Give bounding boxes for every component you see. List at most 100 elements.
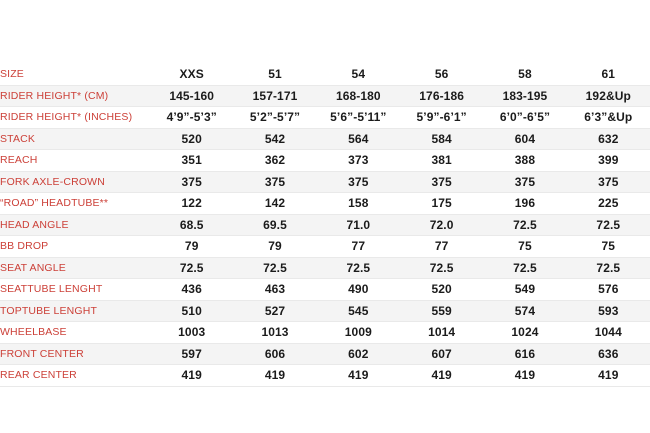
row-value: 72.5 (316, 256, 400, 279)
row-value: 72.5 (483, 213, 567, 236)
row-value: 72.0 (399, 213, 484, 236)
row-value: 632 (566, 127, 650, 150)
row-label: RIDER HEIGHT* (INCHES) (0, 106, 151, 129)
row-value: 463 (233, 278, 317, 301)
geometry-table-container: SIZE XXS 51 54 56 58 61 RIDER HEIGHT* (CM) 145-1… (0, 64, 650, 387)
row-label: REACH (0, 149, 151, 172)
row-value: 564 (316, 127, 400, 150)
row-value: 77 (399, 235, 484, 258)
row-value: 77 (316, 235, 400, 258)
row-value: 419 (233, 364, 317, 387)
row-label: WHEELBASE (0, 321, 151, 344)
table-row: BB DROP 79 79 77 77 75 75 (0, 235, 650, 258)
row-value: 72.5 (399, 256, 484, 279)
table-row: HEAD ANGLE 68.5 69.5 71.0 72.0 72.5 72.5 (0, 213, 650, 236)
column-header-size-56: 56 (399, 64, 484, 86)
row-value: 520 (150, 127, 234, 150)
row-value: 375 (483, 170, 567, 193)
row-label: BB DROP (0, 235, 151, 258)
table-row: RIDER HEIGHT* (CM) 145-160 157-171 168-180 1… (0, 84, 650, 107)
row-value: 576 (566, 278, 650, 301)
row-value: 597 (150, 342, 234, 365)
table-row: STACK 520 542 564 584 604 632 (0, 127, 650, 150)
row-value: 5’6”-5’11” (316, 106, 400, 129)
row-value: 145-160 (150, 84, 234, 107)
row-value: 375 (316, 170, 400, 193)
row-value: 593 (566, 299, 650, 322)
row-value: 72.5 (566, 256, 650, 279)
row-value: 549 (483, 278, 567, 301)
row-value: 72.5 (150, 256, 234, 279)
row-value: 545 (316, 299, 400, 322)
row-value: 436 (150, 278, 234, 301)
row-value: 399 (566, 149, 650, 172)
row-value: 362 (233, 149, 317, 172)
row-label: FORK AXLE-CROWN (0, 170, 151, 193)
row-value: 72.5 (483, 256, 567, 279)
row-value: 607 (399, 342, 484, 365)
row-label: HEAD ANGLE (0, 213, 151, 236)
row-label: STACK (0, 127, 151, 150)
table-row: WHEELBASE 1003 1013 1009 1014 1024 1044 (0, 321, 650, 344)
table-row: REACH 351 362 373 381 388 399 (0, 149, 650, 172)
row-value: 6’3”&Up (566, 106, 650, 129)
row-value: 75 (483, 235, 567, 258)
row-value: 79 (233, 235, 317, 258)
column-header-size-61: 61 (566, 64, 650, 86)
row-label: SEAT ANGLE (0, 256, 151, 279)
row-value: 6’0”-6’5” (483, 106, 567, 129)
row-value: 510 (150, 299, 234, 322)
row-value: 375 (233, 170, 317, 193)
row-value: 72.5 (233, 256, 317, 279)
row-value: 602 (316, 342, 400, 365)
row-value: 616 (483, 342, 567, 365)
column-header-size-54: 54 (316, 64, 400, 86)
row-value: 122 (150, 192, 234, 215)
row-value: 606 (233, 342, 317, 365)
row-value: 636 (566, 342, 650, 365)
table-row: FRONT CENTER 597 606 602 607 616 636 (0, 342, 650, 365)
row-value: 183-195 (483, 84, 567, 107)
row-value: 5’2”-5’7” (233, 106, 317, 129)
row-value: 419 (399, 364, 484, 387)
column-header-size-51: 51 (233, 64, 317, 86)
column-header-size-58: 58 (483, 64, 567, 86)
row-label: REAR CENTER (0, 364, 151, 387)
row-value: 5’9”-6’1” (399, 106, 484, 129)
row-value: 71.0 (316, 213, 400, 236)
row-label: SEATTUBE LENGHT (0, 278, 151, 301)
row-value: 1014 (399, 321, 484, 344)
row-label: FRONT CENTER (0, 342, 151, 365)
row-value: 388 (483, 149, 567, 172)
table-row: RIDER HEIGHT* (INCHES) 4’9”-5’3” 5’2”-5’7”… (0, 106, 650, 129)
row-value: 158 (316, 192, 400, 215)
table-row: FORK AXLE-CROWN 375 375 375 375 375 375 (0, 170, 650, 193)
row-value: 1009 (316, 321, 400, 344)
row-value: 142 (233, 192, 317, 215)
row-value: 176-186 (399, 84, 484, 107)
table-row: “ROAD” HEADTUBE** 122 142 158 175 196 225 (0, 192, 650, 215)
row-value: 584 (399, 127, 484, 150)
table-row: TOPTUBE LENGHT 510 527 545 559 574 593 (0, 299, 650, 322)
row-value: 75 (566, 235, 650, 258)
row-value: 175 (399, 192, 484, 215)
row-value: 527 (233, 299, 317, 322)
row-value: 381 (399, 149, 484, 172)
row-value: 351 (150, 149, 234, 172)
geometry-table-body: SIZE XXS 51 54 56 58 61 RIDER HEIGHT* (CM) 145-1… (0, 64, 650, 387)
column-header-size-XXS: XXS (150, 64, 234, 86)
row-value: 168-180 (316, 84, 400, 107)
row-value: 419 (566, 364, 650, 387)
row-value: 574 (483, 299, 567, 322)
row-value: 375 (566, 170, 650, 193)
table-header-row: SIZE XXS 51 54 56 58 61 (0, 64, 650, 86)
row-value: 419 (483, 364, 567, 387)
row-value: 490 (316, 278, 400, 301)
row-value: 419 (150, 364, 234, 387)
bike-geometry-table: SIZE XXS 51 54 56 58 61 RIDER HEIGHT* (CM) 145-1… (0, 64, 650, 387)
row-label: RIDER HEIGHT* (CM) (0, 84, 151, 107)
row-value: 375 (150, 170, 234, 193)
row-value: 373 (316, 149, 400, 172)
row-value: 4’9”-5’3” (150, 106, 234, 129)
row-value: 192&Up (566, 84, 650, 107)
